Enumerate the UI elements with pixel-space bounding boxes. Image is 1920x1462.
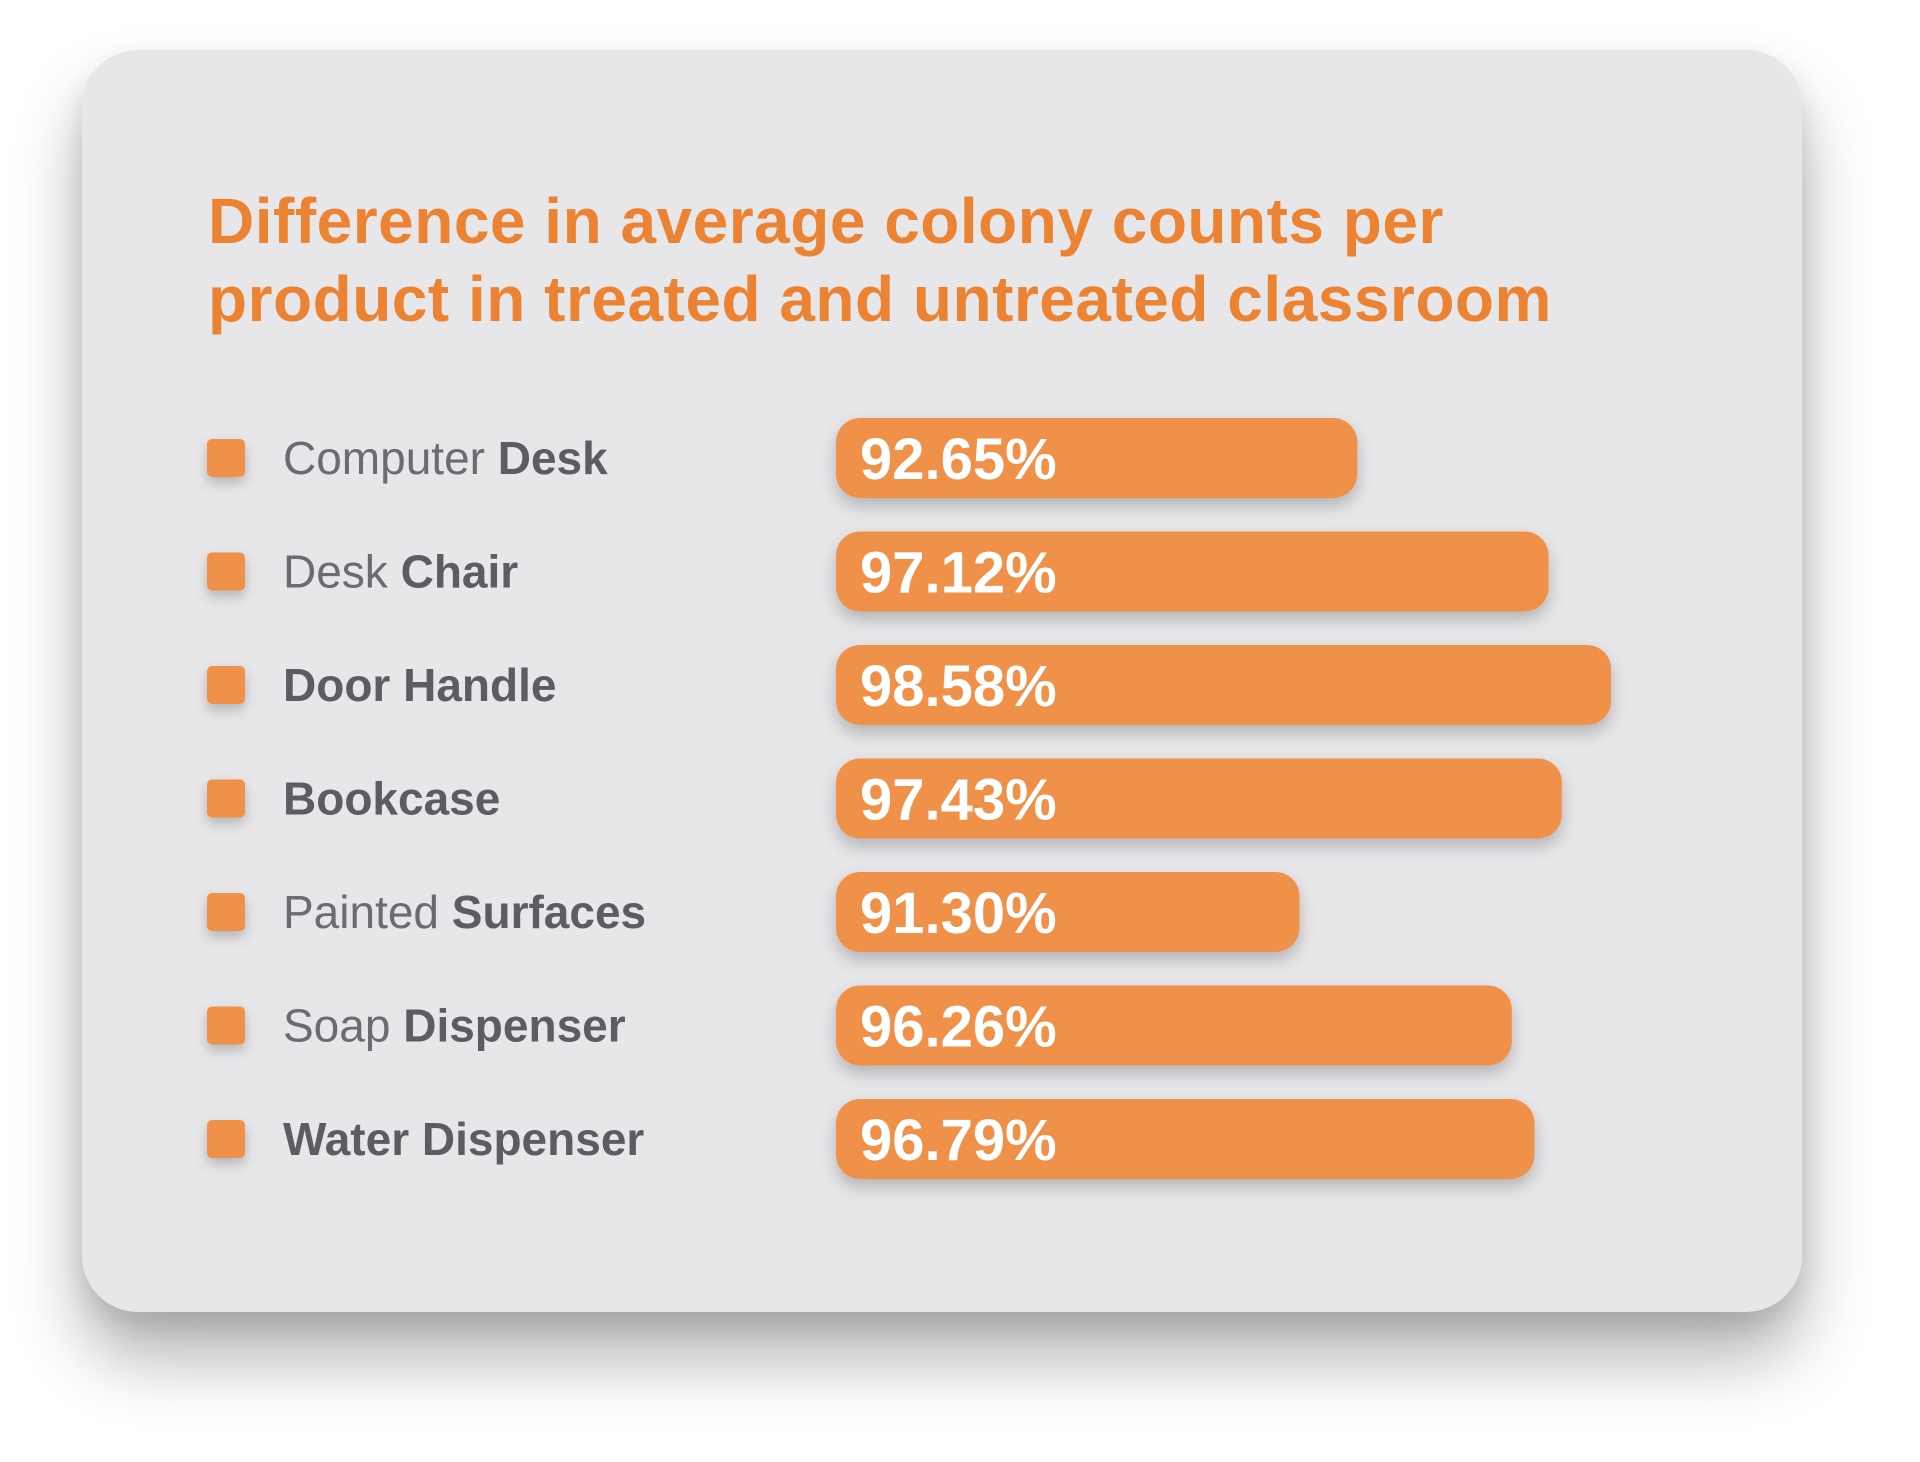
bar	[836, 531, 1549, 612]
category-label: Soap Dispenser	[283, 1000, 626, 1052]
category-label: Bookcase	[283, 773, 500, 825]
legend-marker	[207, 779, 245, 818]
category-label: Computer Desk	[283, 432, 608, 484]
category-label-part: Computer	[283, 432, 498, 484]
category-label: Desk Chair	[283, 546, 518, 598]
bar	[836, 418, 1358, 498]
bar	[836, 758, 1562, 839]
legend-marker	[207, 666, 245, 704]
legend-marker	[207, 439, 245, 477]
bar-value-label: 91.30%	[860, 881, 1057, 946]
category-label-part: Water Dispenser	[283, 1113, 644, 1165]
bar-value-label: 96.26%	[860, 995, 1057, 1060]
category-label-part: Painted	[283, 886, 452, 938]
category-label: Painted Surfaces	[283, 886, 646, 938]
legend-marker	[207, 1120, 245, 1158]
bar	[836, 645, 1612, 725]
category-label: Door Handle	[283, 659, 556, 711]
category-label-part: Desk	[283, 546, 401, 598]
category-label: Water Dispenser	[283, 1113, 644, 1165]
bar-value-label: 97.43%	[860, 768, 1057, 833]
bar	[836, 985, 1512, 1066]
bar	[836, 1099, 1535, 1179]
legend-marker	[207, 893, 245, 931]
bar-value-label: 92.65%	[860, 427, 1057, 492]
chart-title-line-2: product in treated and untreated classro…	[208, 263, 1552, 335]
category-label-part: Desk	[498, 432, 608, 484]
bar-value-label: 96.79%	[860, 1108, 1057, 1173]
category-label-part: Chair	[401, 546, 519, 598]
chart-title-line-1: Difference in average colony counts per	[208, 185, 1444, 257]
category-label-part: Dispenser	[403, 1000, 626, 1052]
chart-title: Difference in average colony counts per …	[208, 182, 1768, 338]
category-label-part: Door Handle	[283, 659, 556, 711]
chart-rows: Computer Desk 92.65% Desk Chair 97.12% Door …	[207, 418, 1612, 1179]
category-label-part: Bookcase	[283, 773, 500, 825]
category-label-part: Soap	[283, 1000, 403, 1052]
bar-value-label: 98.58%	[860, 654, 1057, 719]
bar	[836, 872, 1300, 952]
bar-value-label: 97.12%	[860, 541, 1057, 606]
category-label-part: Surfaces	[452, 886, 646, 938]
legend-marker	[207, 1006, 245, 1045]
legend-marker	[207, 552, 245, 591]
